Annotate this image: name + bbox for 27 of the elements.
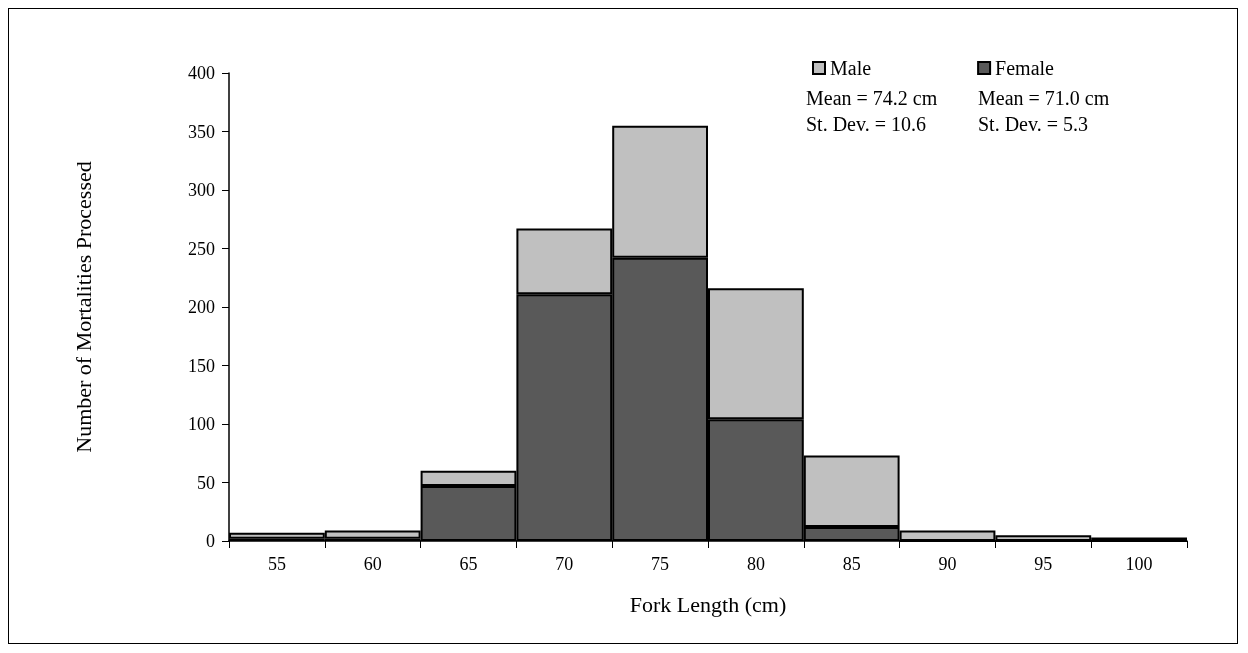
y-tick-label: 150 <box>188 355 215 376</box>
x-tick-label: 55 <box>267 554 286 574</box>
y-tick-label: 250 <box>188 238 215 259</box>
x-tick-label: 75 <box>651 554 670 574</box>
x-tick-label: 100 <box>1125 554 1153 574</box>
y-tick-label: 100 <box>188 414 215 434</box>
y-tick-label: 50 <box>197 472 215 493</box>
y-tick-label: 200 <box>188 297 215 317</box>
x-tick-label: 85 <box>842 554 861 574</box>
x-tick-label: 90 <box>938 554 957 574</box>
x-tick-label: 60 <box>363 554 382 574</box>
y-axis-title: Number of Mortalities Processed <box>70 161 96 453</box>
y-tick-label: 0 <box>206 531 215 551</box>
annotation: Mean = 74.2 cm <box>806 87 938 109</box>
legend-label: Male <box>830 57 872 79</box>
y-tick-label: 300 <box>188 180 215 200</box>
legend-label: Female <box>995 57 1055 79</box>
y-tick-label: 350 <box>188 121 215 142</box>
x-tick-label: 65 <box>459 554 478 574</box>
annotation: St. Dev. = 5.3 <box>978 113 1088 135</box>
x-axis-title: Fork Length (cm) <box>629 591 787 617</box>
annotation: St. Dev. = 10.6 <box>806 113 926 135</box>
annotation: Mean = 71.0 cm <box>978 87 1110 109</box>
x-tick-label: 80 <box>746 554 765 574</box>
x-tick-label: 95 <box>1034 554 1053 574</box>
y-tick-label: 400 <box>188 63 215 83</box>
x-tick-label: 70 <box>555 554 574 574</box>
